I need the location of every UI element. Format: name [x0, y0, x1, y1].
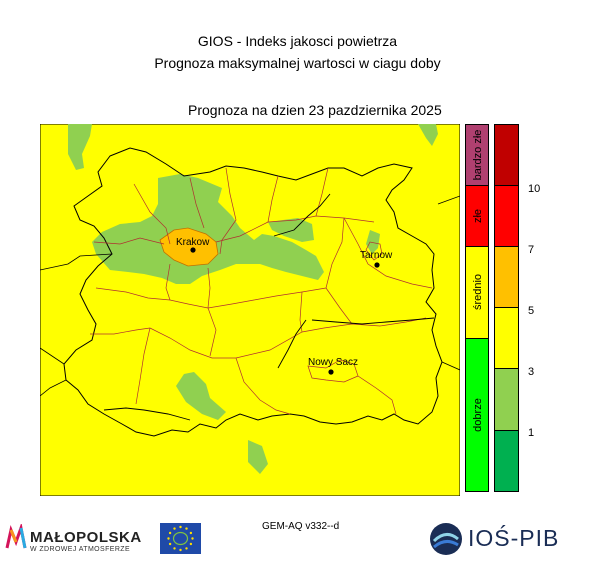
district-line — [189, 177, 205, 229]
tarnow-marker — [374, 262, 380, 268]
scale-step-5 — [494, 185, 519, 247]
zone-south-1 — [176, 372, 226, 420]
nowy-sacz-label: Nowy Sacz — [308, 357, 358, 368]
tarnow-label: Tarnow — [360, 250, 393, 261]
border-east — [437, 195, 460, 205]
zone-south-2 — [248, 440, 268, 474]
eu-stars-icon — [167, 525, 194, 552]
zone-central — [92, 174, 324, 284]
malopolska-tagline: W ZDROWEJ ATMOSFERZE — [30, 546, 131, 553]
category-label-srednio: średnio — [472, 274, 484, 310]
district-line — [165, 263, 171, 301]
scale-step-3 — [494, 307, 519, 369]
category-bar: bardzo złe złe średnio dobrze — [465, 124, 489, 492]
border-southwest — [40, 379, 67, 397]
tick-label: 7 — [528, 244, 534, 256]
neighbour-borders — [40, 195, 460, 397]
district-line — [93, 237, 165, 245]
zone-tarnow — [366, 230, 380, 254]
border-east-2 — [441, 361, 460, 371]
district-line — [325, 217, 345, 289]
subregion-line — [273, 193, 331, 237]
district-line — [135, 327, 151, 405]
subregion-line — [103, 407, 191, 421]
category-label-dobrze: dobrze — [472, 398, 484, 432]
scale-step-6 — [494, 124, 519, 186]
district-line — [90, 327, 151, 335]
district-borders — [90, 167, 433, 415]
zone-krakow-orange — [159, 227, 219, 267]
air-quality-map: Krakow Tarnow Nowy Sacz — [40, 124, 460, 496]
district-line — [267, 175, 279, 223]
tick-label: 1 — [528, 427, 534, 439]
city-markers: Krakow Tarnow Nowy Sacz — [176, 237, 393, 375]
scale-step-4 — [494, 246, 519, 308]
district-line — [207, 287, 327, 309]
krakow-marker — [190, 247, 196, 253]
ios-pib-logo-text: IOŚ-PIB — [468, 525, 560, 551]
district-line — [235, 317, 427, 359]
subregion-line — [311, 317, 435, 325]
krakow-label: Krakow — [176, 237, 210, 248]
district-line — [235, 357, 291, 415]
district-line — [357, 375, 397, 415]
border-west — [40, 347, 65, 365]
zone-northwest — [68, 124, 92, 170]
district-line — [315, 167, 329, 217]
district-line — [149, 327, 236, 359]
ios-pib-logo-icon — [430, 523, 462, 555]
district-line — [325, 287, 353, 325]
subregion-line — [277, 319, 307, 369]
chart-subtitle: Prognoza maksymalnej wartosci w ciagu do… — [154, 55, 441, 71]
model-version-label: GEM-AQ v332--d — [262, 521, 340, 532]
category-label-zle: złe — [472, 209, 484, 223]
voivodeship-border — [63, 147, 443, 437]
category-dobrze — [465, 338, 489, 492]
zone-central-east — [268, 218, 314, 242]
map-background — [40, 124, 460, 496]
district-line — [299, 291, 303, 333]
category-label-bardzo-zle: bardzo złe — [472, 130, 484, 181]
scale-step-1 — [494, 430, 519, 492]
district-line — [219, 167, 237, 255]
chart-title: GIOS - Indeks jakosci powietrza — [197, 33, 398, 49]
scale-step-2 — [494, 368, 519, 431]
subregion-borders — [103, 193, 435, 421]
district-line — [343, 217, 433, 289]
forecast-date-label: Prognoza na dzien 23 pazdziernika 2025 — [188, 102, 442, 118]
malopolska-logo-icon — [5, 524, 27, 549]
legend: bardzo złe złe średnio dobrze 10 7 5 3 1 — [465, 124, 540, 492]
color-scale-bar — [494, 124, 519, 492]
district-tarnow-city — [365, 241, 383, 261]
zone-northeast — [418, 124, 438, 146]
border-west-2 — [40, 253, 113, 271]
scale-ticks: 10 7 5 3 1 — [528, 183, 540, 439]
district-line — [133, 183, 171, 245]
tick-label: 5 — [528, 305, 534, 317]
eu-life-logo — [160, 523, 201, 554]
malopolska-logo-text: MAŁOPOLSKA — [30, 529, 142, 546]
index-3-zones — [68, 124, 438, 474]
tick-label: 3 — [528, 366, 534, 378]
nowy-sacz-marker — [328, 369, 334, 375]
tick-label: 10 — [528, 183, 540, 195]
district-line — [95, 287, 209, 309]
